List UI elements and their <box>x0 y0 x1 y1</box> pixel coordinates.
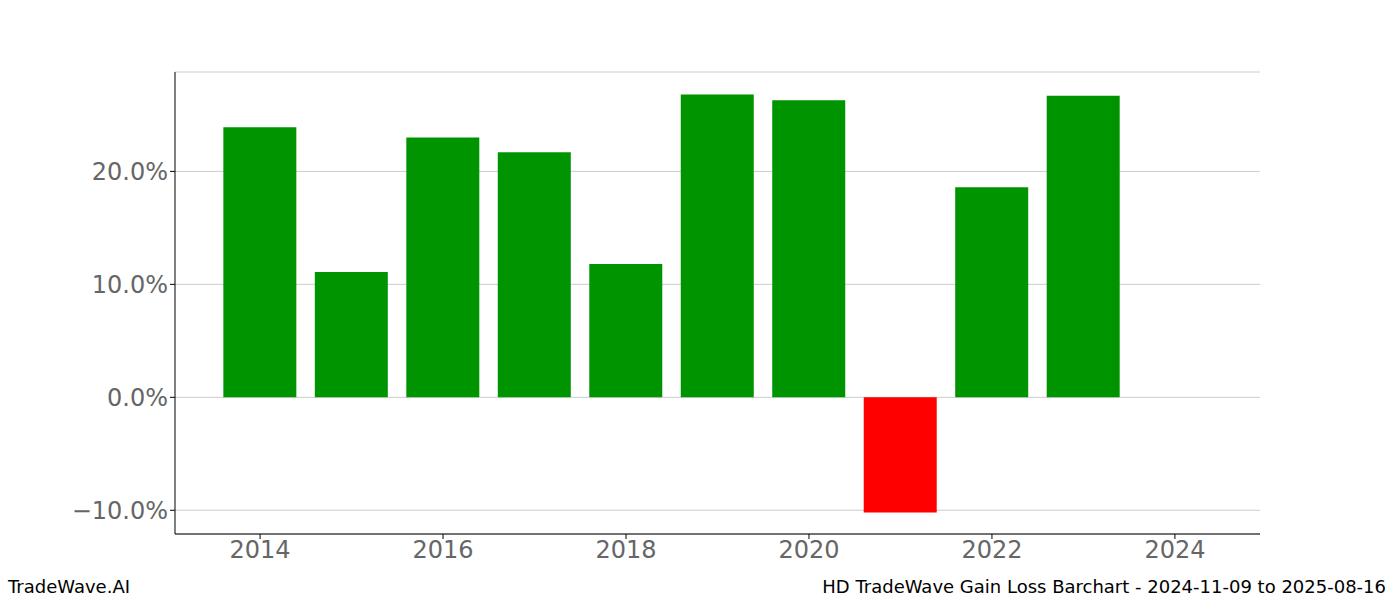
svg-text:2014: 2014 <box>230 536 291 564</box>
html-text:TradeWave.AI: TradeWave.AI <box>8 576 130 597</box>
svg-text:0.0%: 0.0% <box>107 384 168 412</box>
svg-text:2022: 2022 <box>961 536 1022 564</box>
svg-text:2016: 2016 <box>413 536 474 564</box>
svg-text:2018: 2018 <box>595 536 656 564</box>
svg-text:2024: 2024 <box>1144 536 1205 564</box>
html-text:HD TradeWave Gain Loss Barchar: HD TradeWave Gain Loss Barchart - 2024-1… <box>822 576 1386 597</box>
svg-text:−10.0%: −10.0% <box>72 497 168 525</box>
svg-text:20.0%: 20.0% <box>92 158 168 186</box>
svg-text:2020: 2020 <box>778 536 839 564</box>
svg-text:10.0%: 10.0% <box>92 271 168 299</box>
